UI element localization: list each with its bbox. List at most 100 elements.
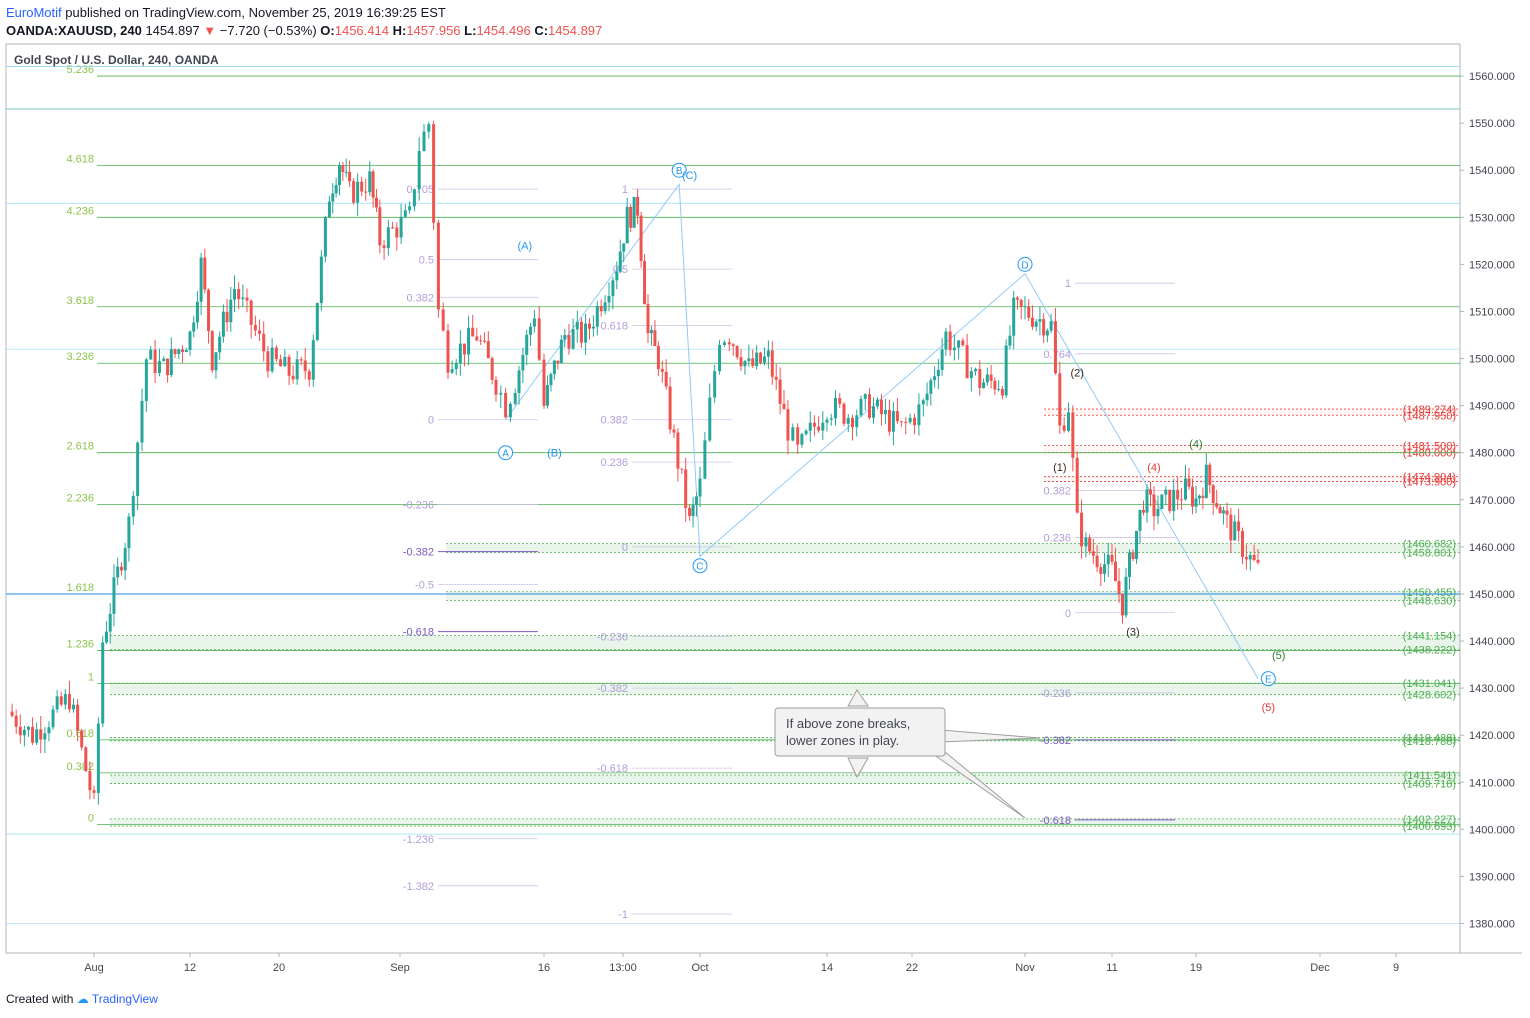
candle-body	[875, 399, 879, 407]
candle-body	[63, 693, 67, 705]
candle-body	[378, 207, 382, 246]
candle-body	[974, 368, 978, 372]
tradingview-link[interactable]: TradingView	[91, 992, 158, 1006]
candle-body	[270, 347, 274, 372]
candle-body	[676, 432, 680, 469]
candle-body	[639, 215, 643, 262]
y-tick-label: 1430.000	[1469, 683, 1515, 695]
candle-body	[563, 335, 567, 340]
author-link[interactable]: EuroMotif	[6, 5, 62, 20]
candle-body	[494, 379, 498, 395]
wave-label: (A)	[517, 241, 532, 253]
candle-body	[556, 360, 560, 364]
annotation-text: If above zone breaks,	[786, 716, 910, 731]
candle-body	[1004, 345, 1008, 396]
price-chart[interactable]: Gold Spot / U.S. Dollar, 240, OANDA 1380.…	[0, 0, 1530, 990]
candle-body	[879, 399, 883, 415]
price-zone	[446, 591, 1460, 601]
zone-label: (1460.682)	[1403, 539, 1456, 551]
candle-body	[868, 394, 871, 418]
x-tick-label: 22	[906, 962, 918, 974]
candle-body	[67, 693, 71, 710]
wave-label: (4)	[1147, 462, 1160, 474]
candle-body	[1215, 503, 1219, 508]
candle-body	[1142, 509, 1145, 513]
candle-body	[859, 398, 863, 416]
fib-level-label: 2.236	[66, 492, 94, 504]
wave-label: (1)	[1053, 462, 1066, 474]
candle-body	[123, 548, 127, 571]
candle-body	[895, 411, 899, 422]
candle-body	[1045, 330, 1049, 336]
candle-body	[55, 696, 59, 710]
candle-body	[668, 386, 672, 430]
candle-body	[395, 227, 399, 238]
price-zone	[1044, 445, 1460, 453]
candle-body	[985, 374, 989, 383]
candle-body	[1187, 478, 1191, 487]
candle-body	[615, 271, 619, 281]
chart-header: EuroMotif published on TradingView.com, …	[6, 4, 602, 40]
candle-body	[283, 356, 287, 367]
wave-circle-marker	[671, 162, 687, 178]
fib-retracement-label: 0.382	[1043, 485, 1071, 497]
close-value: 1454.897	[548, 23, 603, 38]
fib-level-label: 3.618	[66, 295, 94, 307]
y-tick-label: 1530.000	[1469, 212, 1515, 224]
candle-body	[229, 299, 233, 323]
candle-body	[499, 392, 503, 395]
x-tick-label: 19	[1190, 962, 1202, 974]
wave-label: E	[1265, 675, 1272, 686]
candle-body	[649, 330, 653, 334]
candle-body	[1038, 319, 1042, 322]
x-tick-label: 11	[1106, 962, 1117, 974]
candle-body	[1248, 554, 1252, 560]
fib-retracement-label: -1	[618, 909, 628, 921]
candle-body	[1067, 412, 1070, 431]
candle-body	[1034, 321, 1038, 327]
y-tick-label: 1540.000	[1469, 165, 1515, 177]
x-tick-label: 16	[538, 962, 550, 974]
candle-body	[1191, 486, 1194, 507]
fib-retracement-label: 0.764	[1043, 349, 1071, 361]
candle-body	[249, 300, 253, 325]
candle-body	[432, 124, 436, 223]
ohlc-line: OANDA:XAUUSD, 240 1454.897 ▼ −7.720 (−0.…	[6, 22, 602, 40]
candle-body	[770, 350, 774, 377]
fib-level-label: 1.618	[66, 582, 94, 594]
candle-body	[59, 696, 63, 705]
candle-body	[904, 421, 908, 423]
zone-label: (1473.900)	[1403, 476, 1456, 488]
candle-body	[462, 343, 466, 355]
candle-body	[1211, 485, 1215, 504]
candle-body	[233, 289, 236, 300]
candle-body	[599, 305, 603, 312]
candle-body	[804, 430, 808, 435]
candle-body	[545, 385, 549, 406]
candle-body	[517, 370, 521, 394]
last-price: 1454.897	[145, 23, 200, 38]
open-value: 1456.414	[334, 23, 389, 38]
fib-retracement-label: 0.618	[600, 321, 628, 333]
zone-label: (1489.274)	[1403, 404, 1456, 416]
candle-body	[136, 442, 140, 497]
price-zone	[110, 635, 1460, 650]
candle-body	[1008, 335, 1012, 346]
open-label: O:	[320, 23, 335, 38]
candle-body	[1252, 554, 1256, 560]
wave-label: (B)	[547, 448, 562, 460]
x-tick-label: Sep	[390, 962, 410, 974]
y-tick-label: 1510.000	[1469, 306, 1515, 318]
candle-body	[39, 729, 43, 740]
candle-body	[1053, 321, 1057, 374]
candle-body	[982, 382, 986, 389]
zone-label: (1431.041)	[1403, 678, 1456, 690]
candle-body	[908, 417, 912, 423]
publish-info: published on TradingView.com, November 2…	[65, 5, 446, 20]
price-zone	[110, 683, 1460, 695]
price-zone	[1044, 409, 1460, 416]
candle-body	[778, 379, 782, 404]
wave-circle-marker	[498, 445, 514, 461]
tradingview-logo-icon: ☁	[76, 992, 89, 1006]
zone-label: (1400.693)	[1403, 821, 1456, 833]
